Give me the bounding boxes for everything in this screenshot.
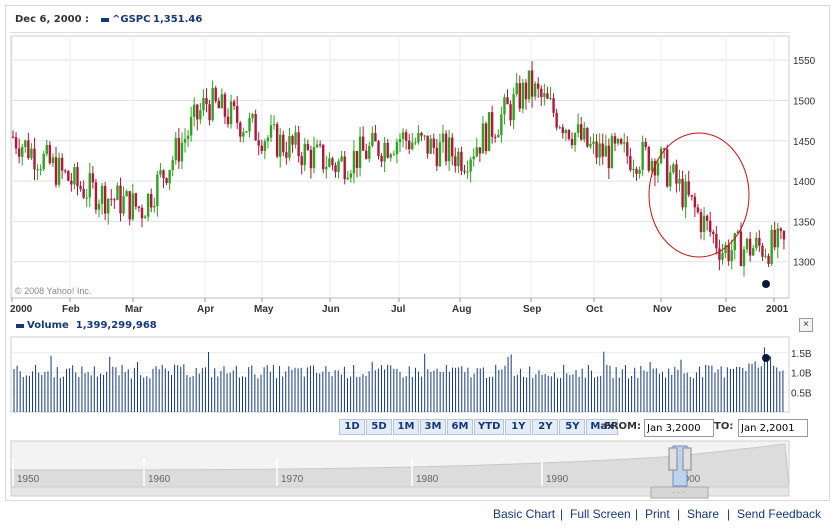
range-button-1m[interactable]: 1M	[393, 419, 419, 435]
range-button-max[interactable]: Max	[586, 419, 618, 435]
footer-separator: |	[560, 507, 564, 521]
range-button-5y[interactable]: 5Y	[559, 419, 586, 435]
from-date-input[interactable]	[644, 419, 714, 437]
range-button-5d[interactable]: 5D	[366, 419, 392, 435]
header-symbol: ^GSPC	[112, 14, 151, 25]
to-date-input[interactable]	[738, 419, 808, 437]
footer-separator: |	[727, 507, 731, 521]
header-date: Dec 6, 2000 :	[15, 14, 90, 25]
range-button-1y[interactable]: 1Y	[505, 419, 532, 435]
range-button-6m[interactable]: 6M	[447, 419, 473, 435]
range-button-1d[interactable]: 1D	[339, 419, 365, 435]
volume-close-button[interactable]: ×	[799, 318, 813, 332]
to-label: TO:	[714, 421, 734, 432]
footer-link-basic-chart[interactable]: Basic Chart	[493, 507, 556, 521]
header-value: 1,351.46	[153, 14, 203, 25]
footer-link-print[interactable]: Print	[645, 507, 670, 521]
volume-swatch	[16, 324, 24, 328]
footer-link-send-feedback[interactable]: Send Feedback	[737, 507, 822, 521]
footer-link-full-screen[interactable]: Full Screen	[570, 507, 631, 521]
range-button-3m[interactable]: 3M	[420, 419, 446, 435]
footer-link-share[interactable]: Share	[687, 507, 720, 521]
range-button-ytd[interactable]: YTD	[474, 419, 505, 435]
chart-header: Dec 6, 2000 : ^GSPC 1,351.46	[10, 10, 790, 33]
volume-label: Volume 1,399,299,968	[27, 320, 157, 331]
footer-separator: |	[677, 507, 681, 521]
volume-header: Volume 1,399,299,968	[10, 318, 790, 334]
series-swatch	[101, 18, 109, 22]
from-label: FROM:	[604, 421, 641, 432]
range-button-2y[interactable]: 2Y	[532, 419, 559, 435]
range-buttons: 1D 5D 1M 3M 6M YTD 1Y 2Y 5Y Max	[339, 419, 618, 435]
footer-separator: |	[635, 507, 639, 521]
footer-links: Basic Chart | Full Screen | Print | Share | Send…	[0, 505, 833, 523]
